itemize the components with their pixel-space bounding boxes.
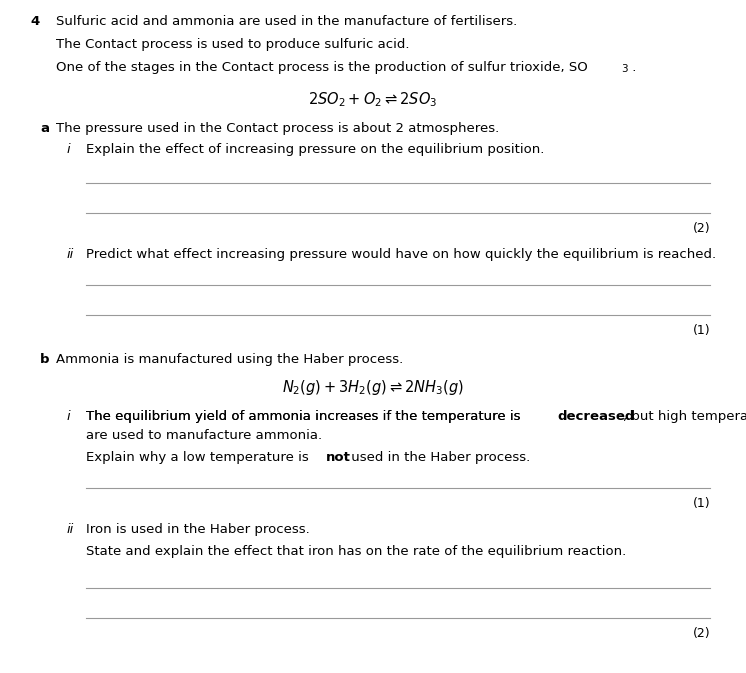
- Text: Iron is used in the Haber process.: Iron is used in the Haber process.: [86, 523, 310, 536]
- Text: State and explain the effect that iron has on the rate of the equilibrium reacti: State and explain the effect that iron h…: [86, 545, 626, 558]
- Text: Sulfuric acid and ammonia are used in the manufacture of fertilisers.: Sulfuric acid and ammonia are used in th…: [56, 15, 517, 28]
- Text: One of the stages in the Contact process is the production of sulfur trioxide, S: One of the stages in the Contact process…: [56, 61, 588, 74]
- Text: (1): (1): [692, 497, 710, 510]
- Text: Ammonia is manufactured using the Haber process.: Ammonia is manufactured using the Haber …: [56, 353, 404, 366]
- Text: (2): (2): [692, 627, 710, 640]
- Text: Predict what effect increasing pressure would have on how quickly the equilibriu: Predict what effect increasing pressure …: [86, 248, 716, 261]
- Text: The equilibrium yield of ammonia increases if the temperature is: The equilibrium yield of ammonia increas…: [86, 410, 524, 423]
- Text: a: a: [40, 122, 49, 135]
- Text: $2SO_2 +O_2 \rightleftharpoons 2SO_3$: $2SO_2 +O_2 \rightleftharpoons 2SO_3$: [308, 90, 438, 109]
- Text: The pressure used in the Contact process is about 2 atmospheres.: The pressure used in the Contact process…: [56, 122, 499, 135]
- Text: i: i: [67, 410, 71, 423]
- Text: ii: ii: [67, 248, 75, 261]
- Text: Explain why a low temperature is: Explain why a low temperature is: [86, 451, 313, 464]
- Text: used in the Haber process.: used in the Haber process.: [347, 451, 530, 464]
- Text: (1): (1): [692, 324, 710, 337]
- Text: The equilibrium yield of ammonia increases if the temperature is: The equilibrium yield of ammonia increas…: [86, 410, 524, 423]
- Text: not: not: [325, 451, 351, 464]
- Text: (2): (2): [692, 222, 710, 235]
- Text: i: i: [67, 143, 71, 156]
- Text: $N_2(g)+3H_2(g)\rightleftharpoons 2NH_3(g)$: $N_2(g)+3H_2(g)\rightleftharpoons 2NH_3(…: [282, 378, 464, 397]
- Text: are used to manufacture ammonia.: are used to manufacture ammonia.: [86, 429, 322, 442]
- Text: The Contact process is used to produce sulfuric acid.: The Contact process is used to produce s…: [56, 38, 410, 51]
- Text: .: .: [628, 61, 636, 74]
- Text: b: b: [40, 353, 49, 366]
- Text: 3: 3: [621, 64, 627, 74]
- Text: Explain the effect of increasing pressure on the equilibrium position.: Explain the effect of increasing pressur…: [86, 143, 545, 156]
- Text: 4: 4: [30, 15, 40, 28]
- Text: decreased: decreased: [558, 410, 635, 423]
- Text: , but high temperatures: , but high temperatures: [623, 410, 746, 423]
- Text: ii: ii: [67, 523, 75, 536]
